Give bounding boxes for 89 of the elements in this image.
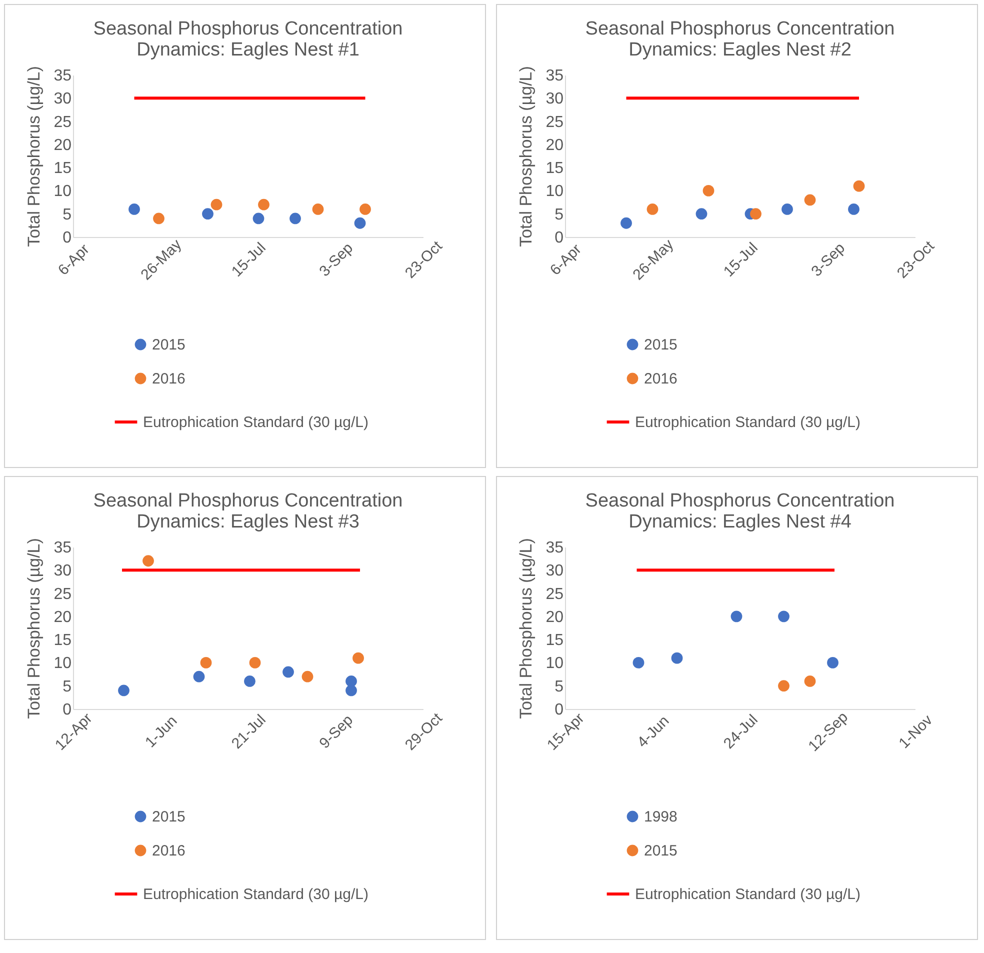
- legend-label: 2015: [152, 808, 186, 826]
- y-tick-label: 5: [62, 206, 72, 224]
- chart-title: Seasonal Phosphorus Concentration Dynamics: Eagles Nest #1: [93, 18, 403, 61]
- y-tick-label: 35: [54, 540, 72, 556]
- y-tick-label: 30: [54, 90, 72, 108]
- point: [671, 652, 683, 664]
- y-tick-label: 5: [62, 678, 72, 696]
- y-axis-title: Total Phosphorus (µg/L): [516, 66, 536, 247]
- legend-label: Eutrophication Standard (30 µg/L): [635, 414, 860, 431]
- legend-label: Eutrophication Standard (30 µg/L): [635, 886, 860, 903]
- point: [646, 204, 658, 215]
- y-tick-label: 25: [546, 114, 564, 131]
- point: [302, 670, 314, 682]
- legend-label: 2015: [644, 842, 678, 860]
- y-tick-label: 10: [54, 655, 72, 672]
- y-tick-label: 35: [546, 540, 564, 556]
- y-tick-label: 15: [54, 632, 72, 650]
- point: [782, 204, 793, 215]
- point: [360, 204, 371, 215]
- y-tick-label: 20: [546, 136, 564, 154]
- point: [352, 652, 364, 664]
- y-tick-label: 10: [54, 183, 72, 200]
- legend-label: 2016: [152, 370, 186, 388]
- chart-title: Seasonal Phosphorus Concentration Dynamics: Eagles Nest #2: [585, 18, 895, 61]
- y-tick-label: 25: [54, 586, 72, 603]
- y-tick-label: 15: [546, 160, 564, 178]
- point: [258, 198, 270, 210]
- point: [346, 676, 357, 687]
- y-tick-label: 35: [54, 68, 72, 84]
- legend-label: 2016: [152, 842, 186, 860]
- point: [778, 610, 790, 622]
- point: [730, 610, 742, 622]
- point: [249, 657, 261, 668]
- y-tick-label: 20: [546, 608, 564, 626]
- point: [702, 185, 714, 196]
- point: [153, 212, 164, 224]
- y-tick-label: 20: [54, 136, 72, 154]
- y-tick-label: 25: [546, 586, 564, 603]
- y-tick-label: 30: [546, 562, 564, 580]
- point: [118, 684, 130, 696]
- legend-label: 2016: [644, 370, 678, 388]
- point: [696, 208, 708, 220]
- point: [193, 670, 205, 682]
- point: [632, 657, 644, 668]
- y-axis-title: Total Phosphorus (µg/L): [24, 66, 44, 247]
- y-tick-label: 35: [546, 68, 564, 84]
- point: [282, 666, 294, 678]
- point: [142, 555, 154, 567]
- chart-title: Seasonal Phosphorus Concentration Dynamics: Eagles Nest #3: [93, 490, 403, 533]
- legend-label: 2015: [152, 336, 186, 354]
- point: [827, 657, 838, 668]
- y-axis-title: Total Phosphorus (µg/L): [24, 538, 44, 719]
- legend-label: Eutrophication Standard (30 µg/L): [143, 886, 368, 903]
- y-tick-label: 10: [546, 183, 564, 200]
- point: [750, 208, 762, 220]
- point: [354, 217, 366, 229]
- point: [252, 212, 264, 224]
- y-tick-label: 0: [62, 702, 72, 718]
- point: [620, 217, 632, 229]
- point: [202, 208, 214, 220]
- y-tick-label: 15: [54, 160, 72, 178]
- y-tick-label: 0: [554, 702, 564, 718]
- point: [200, 657, 212, 668]
- legend-label: 1998: [644, 808, 678, 826]
- y-tick-label: 0: [554, 230, 564, 246]
- y-tick-label: 15: [546, 632, 564, 650]
- legend-label: 2015: [644, 336, 678, 354]
- y-axis-title: Total Phosphorus (µg/L): [516, 538, 536, 719]
- point: [346, 684, 357, 696]
- point: [290, 212, 301, 224]
- point: [312, 204, 324, 215]
- point: [804, 676, 816, 687]
- chart-title: Seasonal Phosphorus Concentration Dynamics: Eagles Nest #4: [585, 490, 895, 533]
- y-tick-label: 30: [546, 90, 564, 108]
- y-tick-label: 30: [54, 562, 72, 580]
- y-tick-label: 20: [54, 608, 72, 626]
- legend-label: Eutrophication Standard (30 µg/L): [143, 414, 368, 431]
- point: [128, 204, 140, 215]
- y-tick-label: 5: [554, 678, 564, 696]
- point: [848, 204, 860, 215]
- y-tick-label: 0: [62, 230, 72, 246]
- y-tick-label: 5: [554, 206, 564, 224]
- point: [778, 680, 790, 692]
- point: [804, 194, 816, 206]
- point: [210, 198, 222, 210]
- y-tick-label: 10: [546, 655, 564, 672]
- point: [853, 180, 865, 192]
- point: [244, 676, 256, 687]
- y-tick-label: 25: [54, 114, 72, 131]
